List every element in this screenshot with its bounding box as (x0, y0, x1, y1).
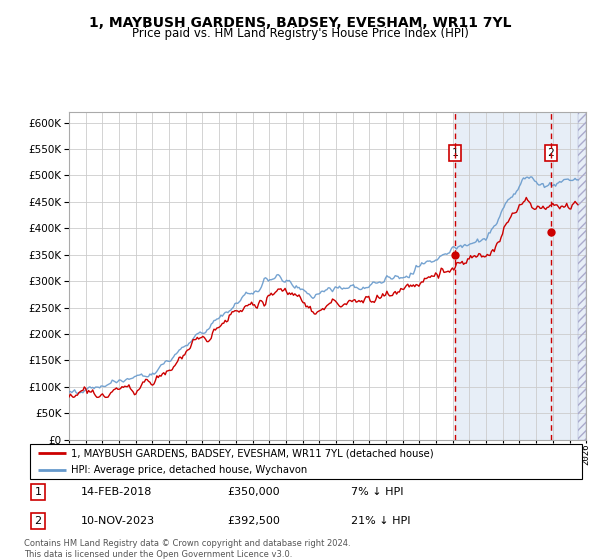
Text: Contains HM Land Registry data © Crown copyright and database right 2024.
This d: Contains HM Land Registry data © Crown c… (24, 539, 350, 559)
Bar (455, 112, 578, 440)
Text: 14-FEB-2018: 14-FEB-2018 (80, 487, 152, 497)
Text: 1: 1 (451, 148, 458, 158)
Text: 2: 2 (547, 148, 554, 158)
Text: £392,500: £392,500 (227, 516, 280, 526)
Text: 1, MAYBUSH GARDENS, BADSEY, EVESHAM, WR11 7YL: 1, MAYBUSH GARDENS, BADSEY, EVESHAM, WR1… (89, 16, 511, 30)
Text: £350,000: £350,000 (227, 487, 280, 497)
Text: 1: 1 (35, 487, 41, 497)
Text: 7% ↓ HPI: 7% ↓ HPI (351, 487, 404, 497)
Text: 1, MAYBUSH GARDENS, BADSEY, EVESHAM, WR11 7YL (detached house): 1, MAYBUSH GARDENS, BADSEY, EVESHAM, WR1… (71, 449, 434, 459)
Text: 2: 2 (35, 516, 41, 526)
Text: 10-NOV-2023: 10-NOV-2023 (80, 516, 155, 526)
FancyBboxPatch shape (30, 444, 582, 479)
Text: 21% ↓ HPI: 21% ↓ HPI (351, 516, 410, 526)
Text: HPI: Average price, detached house, Wychavon: HPI: Average price, detached house, Wych… (71, 465, 308, 475)
Bar (578, 112, 586, 440)
Bar (578, 112, 586, 440)
Text: Price paid vs. HM Land Registry's House Price Index (HPI): Price paid vs. HM Land Registry's House … (131, 27, 469, 40)
